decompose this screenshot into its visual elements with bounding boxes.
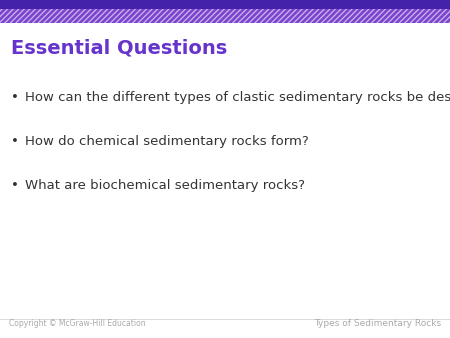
Bar bbox=[0, 0, 450, 9]
Text: Essential Questions: Essential Questions bbox=[11, 39, 228, 58]
Text: What are biochemical sedimentary rocks?: What are biochemical sedimentary rocks? bbox=[25, 179, 305, 192]
Text: How do chemical sedimentary rocks form?: How do chemical sedimentary rocks form? bbox=[25, 135, 309, 148]
Text: •: • bbox=[11, 135, 19, 148]
Text: Types of Sedimentary Rocks: Types of Sedimentary Rocks bbox=[314, 319, 441, 328]
Text: •: • bbox=[11, 91, 19, 104]
Text: Copyright © McGraw-Hill Education: Copyright © McGraw-Hill Education bbox=[9, 319, 146, 328]
Bar bbox=[0, 9, 450, 23]
Text: How can the different types of clastic sedimentary rocks be described?: How can the different types of clastic s… bbox=[25, 91, 450, 104]
Text: •: • bbox=[11, 179, 19, 192]
